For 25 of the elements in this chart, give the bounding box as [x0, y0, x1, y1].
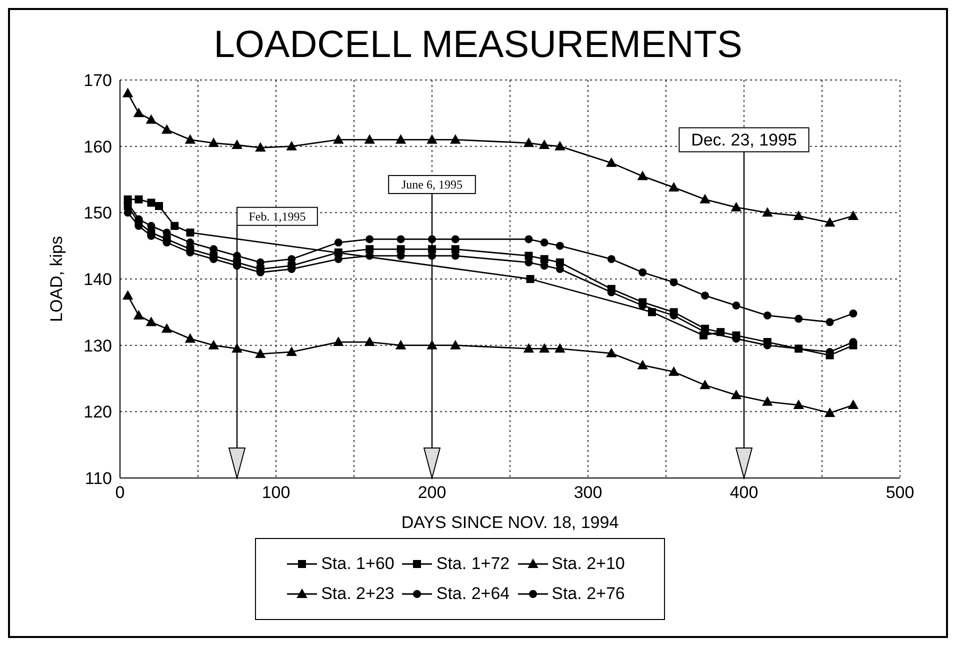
y-tick-label: 140: [84, 270, 112, 290]
x-tick-label: 0: [115, 483, 125, 502]
legend-label: Sta. 2+76: [552, 583, 625, 605]
legend-label: Sta. 2+64: [436, 583, 510, 605]
y-tick-label: 120: [84, 402, 112, 422]
x-tick-label: 300: [574, 483, 602, 502]
y-axis-title: LOAD, kips: [47, 236, 66, 322]
y-tick-label: 150: [84, 204, 112, 223]
legend-label: Sta. 1+60: [321, 553, 394, 575]
y-tick-label: 160: [84, 137, 112, 156]
x-tick-label: 100: [262, 483, 290, 502]
ref-line-label: June 6, 1995: [402, 178, 462, 192]
y-tick-label: 110: [84, 469, 112, 488]
y-tick-label: 130: [84, 336, 112, 356]
x-axis-title: DAYS SINCE NOV. 18, 1994: [401, 513, 619, 532]
legend-label: Sta. 2+23: [321, 583, 394, 605]
ref-line-label: Dec. 23, 1995: [691, 130, 797, 150]
legend-label: Sta. 2+10: [552, 553, 625, 575]
ref-line-label: Feb. 1,1995: [248, 210, 306, 224]
chart-title: LOADCELL MEASUREMENTS: [212, 23, 744, 68]
x-tick-label: 500: [886, 483, 914, 502]
x-tick-label: 400: [730, 483, 758, 502]
y-tick-label: 170: [84, 71, 112, 90]
legend-label: Sta. 1+72: [436, 553, 510, 575]
x-tick-label: 200: [418, 483, 446, 502]
